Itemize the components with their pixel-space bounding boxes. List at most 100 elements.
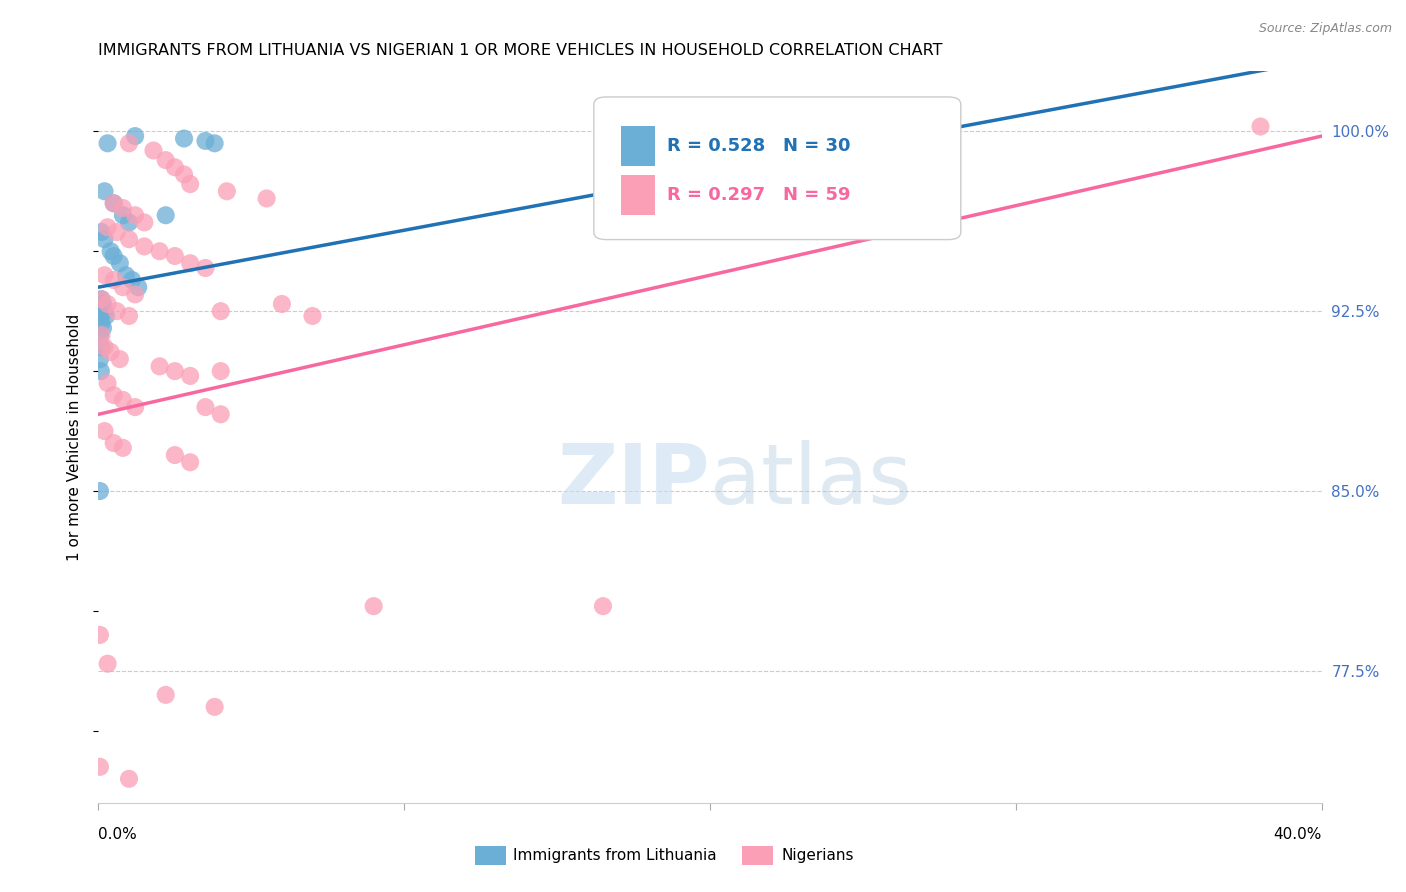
- Point: [173, 168, 195, 182]
- Point: [363, 599, 385, 614]
- Point: [121, 273, 143, 287]
- Point: [179, 256, 201, 270]
- Point: [89, 760, 111, 774]
- Point: [118, 232, 141, 246]
- Point: [194, 260, 217, 275]
- Text: R = 0.528: R = 0.528: [668, 137, 765, 155]
- Point: [118, 772, 141, 786]
- Point: [204, 136, 226, 151]
- Text: Immigrants from Lithuania: Immigrants from Lithuania: [513, 848, 717, 863]
- Point: [163, 364, 186, 378]
- Point: [155, 688, 177, 702]
- FancyBboxPatch shape: [620, 175, 655, 216]
- Point: [194, 134, 217, 148]
- Point: [103, 249, 125, 263]
- Point: [124, 400, 146, 414]
- Point: [90, 292, 112, 306]
- Point: [100, 244, 122, 259]
- Point: [155, 153, 177, 167]
- Point: [103, 196, 125, 211]
- Point: [89, 352, 111, 367]
- Point: [118, 309, 141, 323]
- Point: [90, 364, 112, 378]
- Point: [142, 144, 165, 158]
- Point: [94, 309, 117, 323]
- Point: [97, 220, 120, 235]
- Point: [90, 316, 112, 330]
- Point: [111, 208, 134, 222]
- Point: [215, 184, 238, 198]
- Point: [270, 297, 294, 311]
- Point: [179, 455, 201, 469]
- Point: [97, 657, 120, 671]
- Point: [209, 364, 232, 378]
- Point: [90, 340, 112, 354]
- Point: [194, 400, 217, 414]
- Point: [149, 244, 172, 259]
- Text: 0.0%: 0.0%: [98, 827, 138, 842]
- Point: [111, 201, 134, 215]
- Point: [89, 309, 111, 323]
- Point: [1250, 120, 1272, 134]
- Point: [163, 448, 186, 462]
- Point: [97, 297, 120, 311]
- Point: [91, 321, 114, 335]
- Point: [105, 304, 128, 318]
- Point: [111, 280, 134, 294]
- Point: [127, 280, 149, 294]
- Point: [118, 136, 141, 151]
- Point: [179, 368, 201, 383]
- Point: [149, 359, 172, 374]
- Point: [103, 273, 125, 287]
- Point: [134, 239, 156, 253]
- Text: atlas: atlas: [710, 441, 911, 522]
- Point: [209, 304, 232, 318]
- Point: [97, 136, 120, 151]
- Point: [89, 628, 111, 642]
- Point: [163, 249, 186, 263]
- Text: R = 0.297: R = 0.297: [668, 186, 765, 204]
- Point: [118, 215, 141, 229]
- Point: [108, 256, 131, 270]
- Point: [93, 304, 115, 318]
- Point: [163, 161, 186, 175]
- Point: [592, 599, 614, 614]
- Point: [89, 483, 111, 498]
- Point: [134, 215, 156, 229]
- Point: [103, 436, 125, 450]
- Text: 40.0%: 40.0%: [1274, 827, 1322, 842]
- Point: [179, 177, 201, 191]
- Point: [124, 129, 146, 144]
- Point: [256, 191, 278, 205]
- Point: [97, 376, 120, 391]
- Point: [91, 297, 114, 311]
- Point: [93, 184, 115, 198]
- Point: [301, 309, 323, 323]
- Y-axis label: 1 or more Vehicles in Household: 1 or more Vehicles in Household: [67, 313, 83, 561]
- FancyBboxPatch shape: [593, 97, 960, 240]
- FancyBboxPatch shape: [620, 126, 655, 167]
- Point: [90, 292, 112, 306]
- Point: [204, 699, 226, 714]
- Point: [90, 328, 112, 343]
- Point: [103, 196, 125, 211]
- Text: Source: ZipAtlas.com: Source: ZipAtlas.com: [1258, 22, 1392, 36]
- Point: [108, 352, 131, 367]
- Point: [93, 340, 115, 354]
- Point: [93, 268, 115, 283]
- Text: IMMIGRANTS FROM LITHUANIA VS NIGERIAN 1 OR MORE VEHICLES IN HOUSEHOLD CORRELATIO: IMMIGRANTS FROM LITHUANIA VS NIGERIAN 1 …: [98, 43, 943, 58]
- Point: [111, 441, 134, 455]
- Point: [103, 388, 125, 402]
- Point: [111, 392, 134, 407]
- Point: [124, 208, 146, 222]
- Point: [90, 225, 112, 239]
- Text: ZIP: ZIP: [558, 441, 710, 522]
- Text: N = 30: N = 30: [783, 137, 851, 155]
- Point: [155, 208, 177, 222]
- Point: [209, 407, 232, 421]
- Point: [93, 232, 115, 246]
- Point: [173, 131, 195, 145]
- Text: Nigerians: Nigerians: [782, 848, 855, 863]
- Point: [124, 287, 146, 301]
- Point: [115, 268, 138, 283]
